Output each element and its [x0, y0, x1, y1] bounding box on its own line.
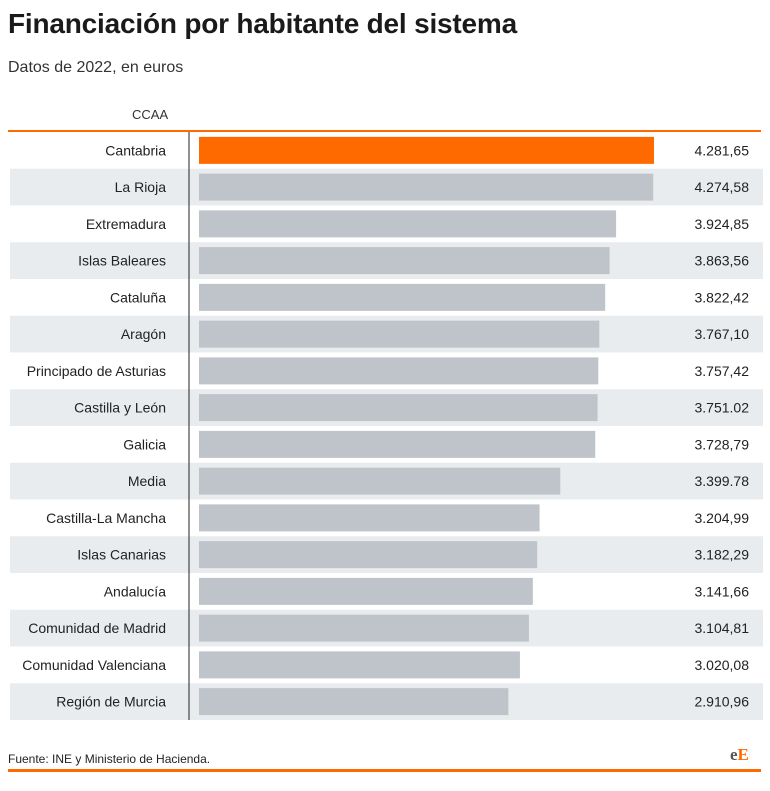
value-label: 3.751.02 [695, 400, 750, 416]
bar-cantabria [199, 136, 654, 164]
category-label: Cataluña [110, 289, 166, 305]
bar-extremadura [199, 210, 617, 238]
bar-castilla-y-león [199, 394, 598, 422]
value-label: 3.204,99 [695, 510, 750, 526]
category-label: Andalucía [104, 583, 166, 599]
category-label: Región de Murcia [56, 694, 166, 710]
bar-islas-baleares [199, 247, 610, 275]
bar-media [199, 467, 561, 495]
bar-principado-de-asturias [199, 357, 599, 385]
value-label: 3.757,42 [695, 363, 750, 379]
value-label: 3.767,10 [695, 326, 750, 342]
source-note: Fuente: INE y Ministerio de Hacienda. [8, 752, 211, 766]
value-label: 3.399.78 [695, 473, 750, 489]
value-label: 3.863,56 [695, 253, 750, 269]
category-label: Comunidad Valenciana [22, 657, 166, 673]
category-label: Castilla y León [74, 400, 166, 416]
value-label: 3.020,08 [695, 657, 750, 673]
bar-andalucía [199, 577, 533, 605]
category-label: Galicia [123, 436, 166, 452]
value-label: 3.822,42 [695, 289, 750, 305]
category-label: La Rioja [115, 179, 167, 195]
category-label: Cantabria [105, 142, 166, 158]
column-header-ccaa: CCAA [132, 107, 169, 122]
bar-islas-canarias [199, 541, 538, 569]
bar-aragón [199, 320, 600, 348]
value-label: 3.141,66 [695, 583, 750, 599]
category-label: Media [128, 473, 166, 489]
footer-rule [8, 769, 761, 772]
category-label: Aragón [121, 326, 166, 342]
value-label: 4.281,65 [695, 142, 750, 158]
value-label: 4.274,58 [695, 179, 750, 195]
bar-región-de-murcia [199, 688, 509, 716]
category-label: Islas Canarias [77, 547, 166, 563]
publisher-logo: eE [730, 745, 749, 764]
bar-galicia [199, 430, 596, 458]
value-label: 3.924,85 [695, 216, 750, 232]
bar-la-rioja [199, 173, 654, 201]
header-rule [8, 130, 761, 132]
value-label: 3.728,79 [695, 436, 750, 452]
bar-castilla-la-mancha [199, 504, 540, 532]
bar-comunidad-valenciana [199, 651, 520, 679]
category-label: Comunidad de Madrid [28, 620, 166, 636]
category-label: Extremadura [86, 216, 166, 232]
category-label: Islas Baleares [78, 253, 166, 269]
chart-subtitle: Datos de 2022, en euros [8, 59, 184, 76]
bar-comunidad-de-madrid [199, 614, 529, 642]
category-label: Castilla-La Mancha [46, 510, 166, 526]
chart-title: Financiación por habitante del sistema [8, 8, 517, 39]
value-label: 3.182,29 [695, 547, 750, 563]
value-label: 2.910,96 [695, 694, 750, 710]
value-label: 3.104,81 [695, 620, 750, 636]
category-label: Principado de Asturias [27, 363, 166, 379]
bar-cataluña [199, 283, 606, 311]
